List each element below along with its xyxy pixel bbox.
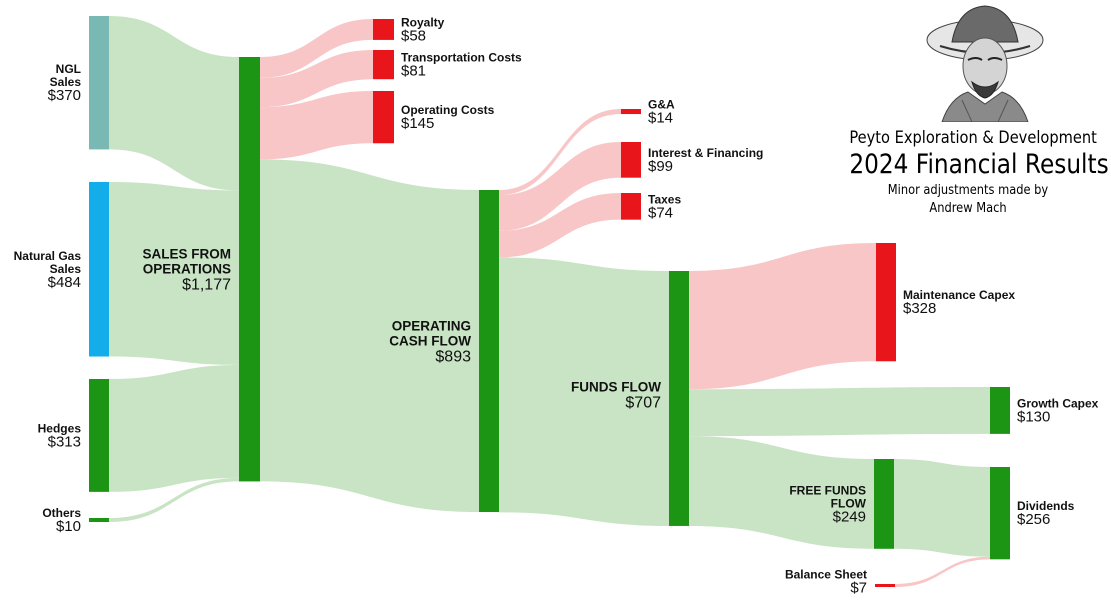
link-ocf-to-interest xyxy=(499,142,621,231)
label-ngl: NGL Sales xyxy=(50,62,82,89)
link-ff-to-growth xyxy=(689,387,990,437)
node-natgas xyxy=(89,182,109,357)
node-bs xyxy=(875,584,895,587)
node-maint xyxy=(876,243,896,362)
report-title: 2024 Financial Results xyxy=(849,149,1109,180)
links-layer xyxy=(109,16,990,587)
label-maint: Maintenance Capex xyxy=(903,288,1015,302)
value-interest: $99 xyxy=(648,158,673,175)
node-ga xyxy=(621,109,641,115)
value-opcost: $145 xyxy=(401,115,434,132)
value-div: $256 xyxy=(1017,511,1050,528)
link-sales-to-opcost xyxy=(260,91,373,160)
node-taxes xyxy=(621,193,641,220)
value-ga: $14 xyxy=(648,110,673,127)
node-ngl xyxy=(89,16,109,150)
node-royalty xyxy=(373,19,394,40)
node-fff xyxy=(874,459,894,549)
link-ff-to-fff xyxy=(689,436,874,549)
node-others xyxy=(89,518,109,522)
label-transport: Transportation Costs xyxy=(401,51,522,65)
node-hedges xyxy=(89,379,109,492)
label-interest: Interest & Financing xyxy=(648,146,763,160)
link-fff-to-div xyxy=(894,459,990,557)
label-fff: FREE FUNDS FLOW xyxy=(789,483,866,510)
label-opcost: Operating Costs xyxy=(401,103,495,117)
nodes-layer xyxy=(89,16,1010,587)
link-ff-to-maint xyxy=(689,243,876,390)
link-ocf-to-taxes xyxy=(499,193,621,258)
link-sales-to-transport xyxy=(260,50,373,108)
value-growth: $130 xyxy=(1017,408,1050,425)
value-hedges: $313 xyxy=(48,433,81,450)
value-ff: $707 xyxy=(625,394,661,411)
title-block: Peyto Exploration & Development 2024 Fin… xyxy=(830,128,1109,218)
value-maint: $328 xyxy=(903,300,936,317)
portrait-illustration xyxy=(926,5,1044,122)
link-ocf-to-ga xyxy=(499,109,621,196)
node-sales xyxy=(239,57,260,482)
link-ocf-to-ff xyxy=(499,257,669,526)
node-ff xyxy=(669,271,689,526)
label-growth: Growth Capex xyxy=(1017,396,1099,410)
label-royalty: Royalty xyxy=(401,15,445,29)
link-bs-to-div xyxy=(895,556,990,587)
link-sales-to-ocf xyxy=(260,159,479,513)
node-opcost xyxy=(373,91,394,144)
value-natgas: $484 xyxy=(48,274,81,291)
value-sales: $1,177 xyxy=(182,277,231,294)
link-sales-to-royalty xyxy=(260,19,373,78)
node-ocf xyxy=(479,190,499,513)
label-ocf: OPERATING CASH FLOW xyxy=(389,319,471,349)
label-others: Others xyxy=(42,506,81,520)
value-ocf: $893 xyxy=(435,349,471,366)
label-sales: SALES FROM OPERATIONS xyxy=(142,247,231,277)
label-bs: Balance Sheet xyxy=(785,568,867,582)
value-royalty: $58 xyxy=(401,27,426,44)
value-bs: $7 xyxy=(850,580,867,597)
node-interest xyxy=(621,142,641,178)
link-hedges-to-sales xyxy=(109,364,239,492)
node-div xyxy=(990,467,1010,560)
value-transport: $81 xyxy=(401,63,426,80)
node-transport xyxy=(373,50,394,80)
credit-line-1: Minor adjustments made by xyxy=(887,183,1049,198)
value-taxes: $74 xyxy=(648,204,673,221)
value-ngl: $370 xyxy=(48,87,81,104)
company-name: Peyto Exploration & Development xyxy=(849,128,1097,148)
label-div: Dividends xyxy=(1017,499,1075,513)
label-hedges: Hedges xyxy=(38,421,82,435)
label-taxes: Taxes xyxy=(648,192,681,206)
value-others: $10 xyxy=(56,518,81,535)
credit-text: Minor adjustments made by Andrew Mach xyxy=(847,182,1090,218)
link-natgas-to-sales xyxy=(109,182,239,365)
label-natgas: Natural Gas Sales xyxy=(14,249,82,276)
link-others-to-sales xyxy=(109,477,239,522)
label-ga: G&A xyxy=(648,98,675,112)
value-fff: $249 xyxy=(833,508,866,525)
credit-line-2: Andrew Mach xyxy=(929,201,1007,216)
label-ff: FUNDS FLOW xyxy=(571,379,661,394)
node-growth xyxy=(990,387,1010,434)
link-ngl-to-sales xyxy=(109,16,239,191)
